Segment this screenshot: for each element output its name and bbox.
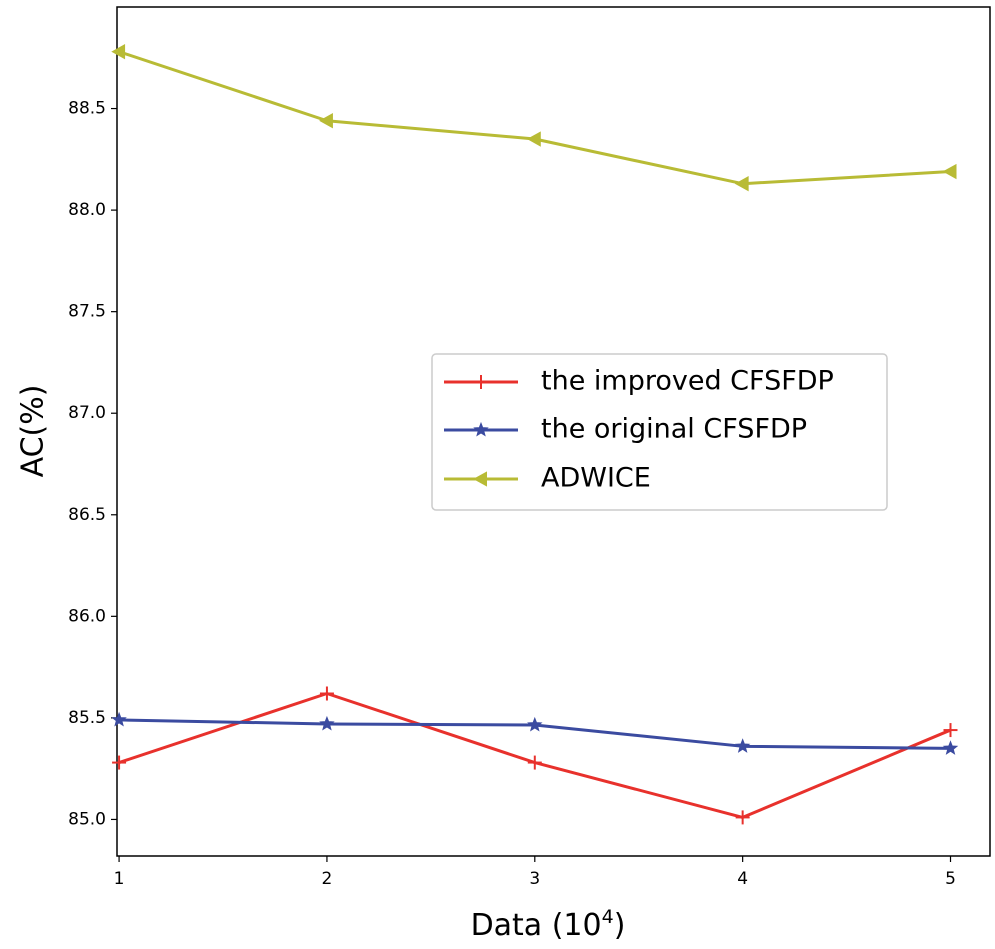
data-point — [942, 163, 957, 180]
legend-entries: the improved CFSFDP the original CFSFDP AD… — [444, 366, 834, 494]
data-point — [526, 131, 541, 147]
x-tick-label: 1 — [114, 869, 125, 889]
y-tick-label: 87.5 — [68, 302, 106, 322]
data-point — [112, 755, 127, 770]
series-2 — [111, 44, 957, 192]
x-tick-label: 3 — [529, 869, 540, 889]
x-axis-title-exponent: 4 — [602, 906, 614, 928]
series-layer — [111, 44, 959, 825]
legend-frame — [431, 353, 888, 511]
legend-entry: ADWICE — [444, 463, 651, 494]
y-axis-title: AC(%) — [16, 385, 51, 478]
y-tick-label: 86.0 — [68, 606, 106, 626]
y-tick-label: 85.0 — [68, 809, 106, 829]
x-tick-label: 4 — [737, 869, 748, 889]
y-axis-ticks: 85.0 85.5 86.0 86.5 87.0 87.5 88.0 88.5 — [68, 99, 117, 829]
legend-swatch-marker — [473, 471, 488, 487]
data-point — [319, 686, 334, 701]
series-line — [118, 692, 952, 819]
series-line — [118, 50, 951, 186]
data-point — [319, 113, 333, 129]
data-point — [735, 810, 750, 825]
y-tick-label: 88.0 — [68, 200, 106, 220]
data-point — [319, 715, 335, 731]
x-axis-title-main: Data (10 — [471, 908, 602, 943]
legend-label: the improved CFSFDP — [541, 366, 834, 397]
data-point — [527, 755, 542, 770]
plot-area-frame — [116, 6, 991, 857]
data-point — [111, 711, 127, 727]
legend-entry: the improved CFSFDP — [444, 366, 834, 397]
data-point — [527, 716, 543, 732]
x-axis-title: Data (104) — [471, 906, 626, 943]
y-tick-label: 85.5 — [68, 708, 106, 728]
y-tick-label: 88.5 — [68, 99, 106, 119]
series-0 — [112, 686, 958, 825]
x-axis-title-close: ) — [614, 908, 626, 943]
legend: the improved CFSFDP the original CFSFDP AD… — [431, 353, 888, 511]
data-point — [111, 44, 126, 60]
legend-label: the original CFSFDP — [541, 414, 807, 445]
legend-entry: the original CFSFDP — [444, 414, 807, 445]
y-tick-label: 86.5 — [68, 505, 106, 525]
series-1 — [111, 711, 959, 755]
y-tick-label: 87.0 — [68, 403, 106, 423]
x-axis-ticks: 1 2 3 4 5 — [114, 856, 956, 889]
data-point — [734, 176, 749, 192]
legend-swatch-marker — [473, 421, 489, 437]
data-point — [942, 740, 959, 755]
x-tick-label: 5 — [945, 869, 956, 889]
legend-swatch-marker — [474, 375, 488, 389]
legend-label: ADWICE — [541, 463, 651, 494]
data-point — [943, 723, 958, 738]
x-tick-label: 2 — [322, 869, 333, 889]
data-point — [734, 738, 751, 753]
